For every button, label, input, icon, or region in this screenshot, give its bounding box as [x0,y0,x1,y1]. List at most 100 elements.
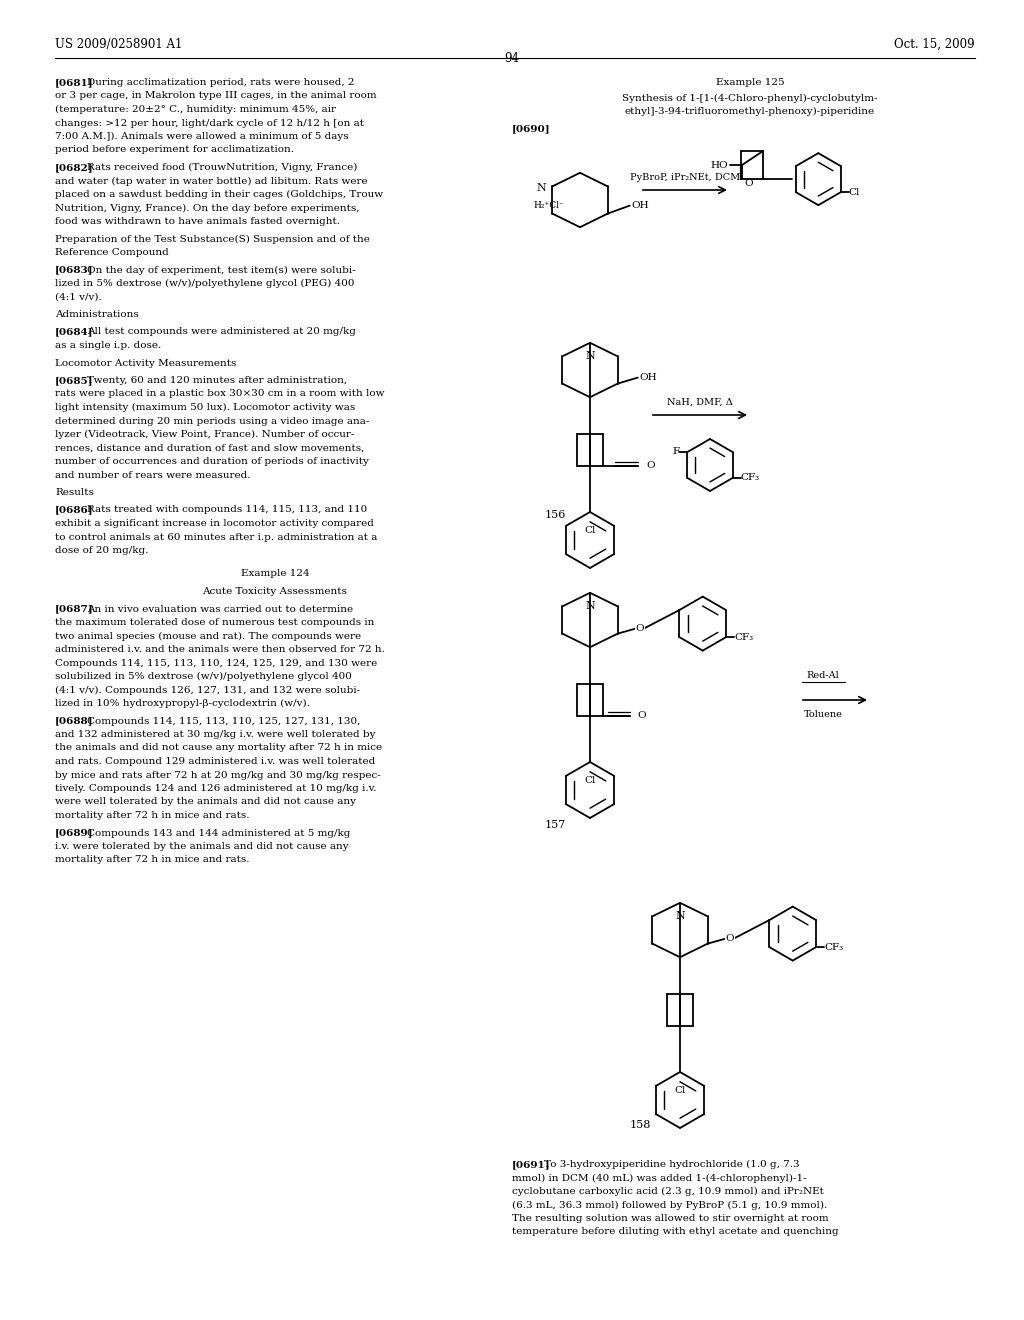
Text: 156: 156 [545,510,566,520]
Text: O: O [637,711,646,719]
Text: and water (tap water in water bottle) ad libitum. Rats were: and water (tap water in water bottle) ad… [55,177,368,186]
Text: To 3-hydroxypiperidine hydrochloride (1.0 g, 7.3: To 3-hydroxypiperidine hydrochloride (1.… [544,1160,800,1170]
Text: N: N [585,601,595,611]
Text: [0688]: [0688] [55,717,93,726]
Text: HO: HO [711,161,728,169]
Text: Synthesis of 1-[1-(4-Chloro-phenyl)-cyclobutylm-: Synthesis of 1-[1-(4-Chloro-phenyl)-cycl… [623,94,878,103]
Text: [0691]: [0691] [512,1160,551,1170]
Text: 7:00 A.M.]). Animals were allowed a minimum of 5 days: 7:00 A.M.]). Animals were allowed a mini… [55,132,348,141]
Text: H₂⁺Cl⁻: H₂⁺Cl⁻ [532,202,563,210]
Text: An in vivo evaluation was carried out to determine: An in vivo evaluation was carried out to… [87,605,353,614]
Text: Toluene: Toluene [804,710,843,719]
Text: Example 125: Example 125 [716,78,784,87]
Text: (6.3 mL, 36.3 mmol) followed by PyBroP (5.1 g, 10.9 mmol).: (6.3 mL, 36.3 mmol) followed by PyBroP (… [512,1200,827,1209]
Text: CF₃: CF₃ [740,474,760,483]
Text: and rats. Compound 129 administered i.v. was well tolerated: and rats. Compound 129 administered i.v.… [55,756,375,766]
Text: dose of 20 mg/kg.: dose of 20 mg/kg. [55,546,148,554]
Text: mmol) in DCM (40 mL) was added 1-(4-chlorophenyl)-1-: mmol) in DCM (40 mL) was added 1-(4-chlo… [512,1173,807,1183]
Text: Rats received food (TrouwNutrition, Vigny, France): Rats received food (TrouwNutrition, Vign… [87,162,357,172]
Text: temperature before diluting with ethyl acetate and quenching: temperature before diluting with ethyl a… [512,1228,839,1237]
Text: solubilized in 5% dextrose (w/v)/polyethylene glycol 400: solubilized in 5% dextrose (w/v)/polyeth… [55,672,352,681]
Text: PyBroP, iPr₂NEt, DCM: PyBroP, iPr₂NEt, DCM [630,173,740,182]
Text: administered i.v. and the animals were then observed for 72 h.: administered i.v. and the animals were t… [55,645,385,653]
Text: and 132 administered at 30 mg/kg i.v. were well tolerated by: and 132 administered at 30 mg/kg i.v. we… [55,730,376,739]
Text: rats were placed in a plastic box 30×30 cm in a room with low: rats were placed in a plastic box 30×30 … [55,389,384,399]
Text: Twenty, 60 and 120 minutes after administration,: Twenty, 60 and 120 minutes after adminis… [87,376,347,385]
Text: CF₃: CF₃ [824,942,843,952]
Text: food was withdrawn to have animals fasted overnight.: food was withdrawn to have animals faste… [55,216,340,226]
Text: changes: >12 per hour, light/dark cycle of 12 h/12 h [on at: changes: >12 per hour, light/dark cycle … [55,119,364,128]
Text: OH: OH [632,201,649,210]
Text: Cl: Cl [585,776,596,785]
Text: O: O [646,461,654,470]
Text: O: O [744,178,753,187]
Text: rences, distance and duration of fast and slow movements,: rences, distance and duration of fast an… [55,444,365,453]
Text: period before experiment for acclimatization.: period before experiment for acclimatiza… [55,145,294,154]
Text: [0684]: [0684] [55,327,93,337]
Text: i.v. were tolerated by the animals and did not cause any: i.v. were tolerated by the animals and d… [55,842,348,851]
Text: Preparation of the Test Substance(S) Suspension and of the: Preparation of the Test Substance(S) Sus… [55,235,370,244]
Text: lized in 10% hydroxypropyl-β-cyclodextrin (w/v).: lized in 10% hydroxypropyl-β-cyclodextri… [55,700,310,708]
Text: Results: Results [55,488,94,498]
Text: 158: 158 [630,1119,651,1130]
Text: determined during 20 min periods using a video image ana-: determined during 20 min periods using a… [55,417,370,425]
Text: mortality after 72 h in mice and rats.: mortality after 72 h in mice and rats. [55,855,250,865]
Text: All test compounds were administered at 20 mg/kg: All test compounds were administered at … [87,327,356,337]
Text: Acute Toxicity Assessments: Acute Toxicity Assessments [203,587,347,597]
Text: O: O [636,624,644,634]
Text: [0686]: [0686] [55,506,93,515]
Text: [0682]: [0682] [55,162,93,172]
Text: NaH, DMF, Δ: NaH, DMF, Δ [667,399,733,407]
Text: Oct. 15, 2009: Oct. 15, 2009 [894,38,975,51]
Text: the maximum tolerated dose of numerous test compounds in: the maximum tolerated dose of numerous t… [55,618,375,627]
Text: N: N [585,351,595,360]
Text: and number of rears were measured.: and number of rears were measured. [55,470,251,479]
Text: [0683]: [0683] [55,265,93,275]
Text: N: N [537,183,546,194]
Text: On the day of experiment, test item(s) were solubi-: On the day of experiment, test item(s) w… [87,265,355,275]
Text: to control animals at 60 minutes after i.p. administration at a: to control animals at 60 minutes after i… [55,532,378,541]
Text: Compounds 143 and 144 administered at 5 mg/kg: Compounds 143 and 144 administered at 5 … [87,829,350,837]
Text: Reference Compound: Reference Compound [55,248,169,257]
Text: [0685]: [0685] [55,376,93,385]
Text: During acclimatization period, rats were housed, 2: During acclimatization period, rats were… [87,78,354,87]
Text: N: N [675,911,685,921]
Text: mortality after 72 h in mice and rats.: mortality after 72 h in mice and rats. [55,810,250,820]
Text: 94: 94 [505,51,519,65]
Text: 157: 157 [545,820,566,830]
Text: Example 124: Example 124 [241,569,309,578]
Text: Compounds 114, 115, 113, 110, 125, 127, 131, 130,: Compounds 114, 115, 113, 110, 125, 127, … [87,717,360,726]
Text: (temperature: 20±2° C., humidity: minimum 45%, air: (temperature: 20±2° C., humidity: minimu… [55,106,336,114]
Text: OH: OH [640,374,657,381]
Text: tively. Compounds 124 and 126 administered at 10 mg/kg i.v.: tively. Compounds 124 and 126 administer… [55,784,377,793]
Text: Cl: Cl [585,525,596,535]
Text: as a single i.p. dose.: as a single i.p. dose. [55,341,161,350]
Text: [0687]: [0687] [55,605,93,614]
Text: F: F [673,447,680,457]
Text: Administrations: Administrations [55,310,138,319]
Text: (4:1 v/v). Compounds 126, 127, 131, and 132 were solubi-: (4:1 v/v). Compounds 126, 127, 131, and … [55,685,360,694]
Text: ethyl]-3-94-trifluoromethyl-phenoxy)-piperidine: ethyl]-3-94-trifluoromethyl-phenoxy)-pip… [625,107,876,116]
Text: Compounds 114, 115, 113, 110, 124, 125, 129, and 130 were: Compounds 114, 115, 113, 110, 124, 125, … [55,659,377,668]
Text: light intensity (maximum 50 lux). Locomotor activity was: light intensity (maximum 50 lux). Locomo… [55,403,355,412]
Text: by mice and rats after 72 h at 20 mg/kg and 30 mg/kg respec-: by mice and rats after 72 h at 20 mg/kg … [55,771,381,780]
Text: US 2009/0258901 A1: US 2009/0258901 A1 [55,38,182,51]
Text: (4:1 v/v).: (4:1 v/v). [55,293,101,301]
Text: exhibit a significant increase in locomotor activity compared: exhibit a significant increase in locomo… [55,519,374,528]
Text: two animal species (mouse and rat). The compounds were: two animal species (mouse and rat). The … [55,631,361,640]
Text: Nutrition, Vigny, France). On the day before experiments,: Nutrition, Vigny, France). On the day be… [55,203,359,213]
Text: [0681]: [0681] [55,78,93,87]
Text: the animals and did not cause any mortality after 72 h in mice: the animals and did not cause any mortal… [55,743,382,752]
Text: O: O [725,935,734,942]
Text: were well tolerated by the animals and did not cause any: were well tolerated by the animals and d… [55,797,356,807]
Text: lyzer (Videotrack, View Point, France). Number of occur-: lyzer (Videotrack, View Point, France). … [55,430,354,440]
Text: Cl: Cl [849,187,860,197]
Text: Rats treated with compounds 114, 115, 113, and 110: Rats treated with compounds 114, 115, 11… [87,506,368,515]
Text: CF₃: CF₃ [734,632,754,642]
Text: Cl: Cl [675,1086,686,1096]
Text: or 3 per cage, in Makrolon type III cages, in the animal room: or 3 per cage, in Makrolon type III cage… [55,91,377,100]
Text: The resulting solution was allowed to stir overnight at room: The resulting solution was allowed to st… [512,1214,828,1224]
Text: [0689]: [0689] [55,829,93,837]
Text: placed on a sawdust bedding in their cages (Goldchips, Trouw: placed on a sawdust bedding in their cag… [55,190,383,199]
Text: [0690]: [0690] [512,124,551,133]
